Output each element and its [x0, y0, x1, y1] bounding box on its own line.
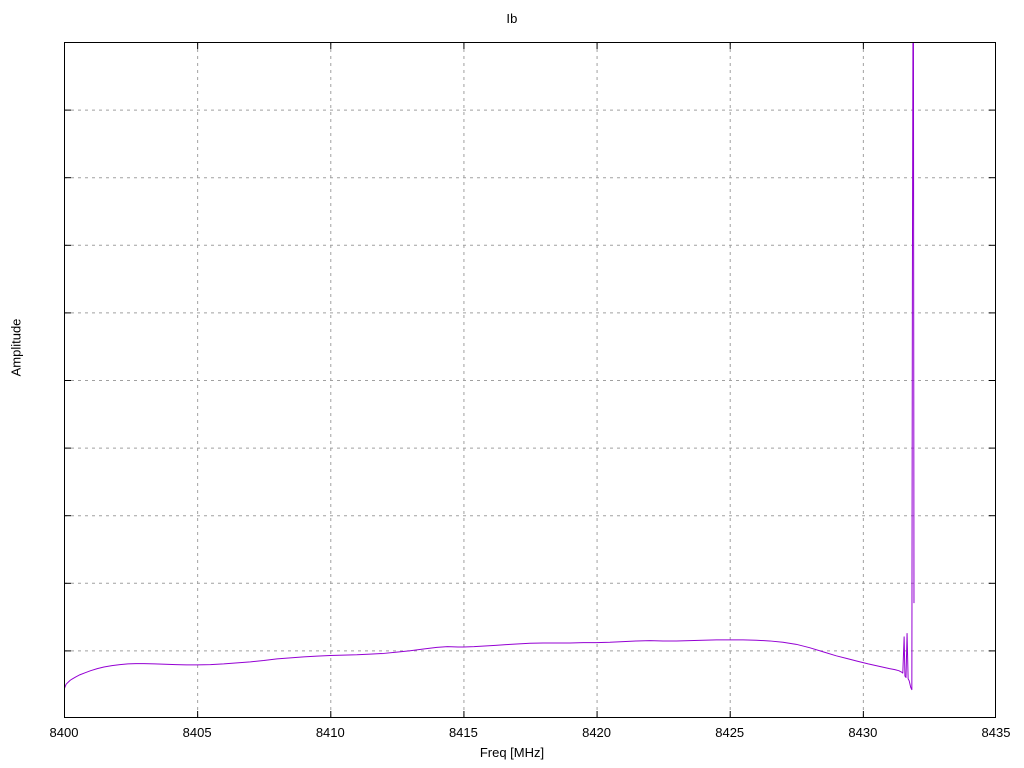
- data-series-line: [64, 42, 915, 691]
- x-tick-label: 8435: [981, 725, 1011, 740]
- x-tick-label: 8415: [448, 725, 478, 740]
- y-axis-label: Amplitude: [8, 318, 24, 377]
- x-tick-label: 8425: [715, 725, 745, 740]
- plot-area: 012345678910 840084058410841584208425843…: [50, 42, 1010, 739]
- axis-ticks: [64, 42, 996, 718]
- gridlines: [64, 42, 996, 718]
- x-tick-label: 8430: [848, 725, 878, 740]
- chart-title: Ib: [506, 11, 518, 26]
- x-tick-label: 8400: [49, 725, 79, 740]
- x-tick-label: 8405: [182, 725, 212, 740]
- plot-frame: [64, 42, 996, 718]
- x-tick-label: 8420: [582, 725, 612, 740]
- x-tick-label: 8410: [315, 725, 345, 740]
- data-series-layer: [64, 42, 915, 691]
- plot-canvas: [64, 42, 996, 718]
- x-axis-label: Freq [MHz]: [479, 745, 545, 760]
